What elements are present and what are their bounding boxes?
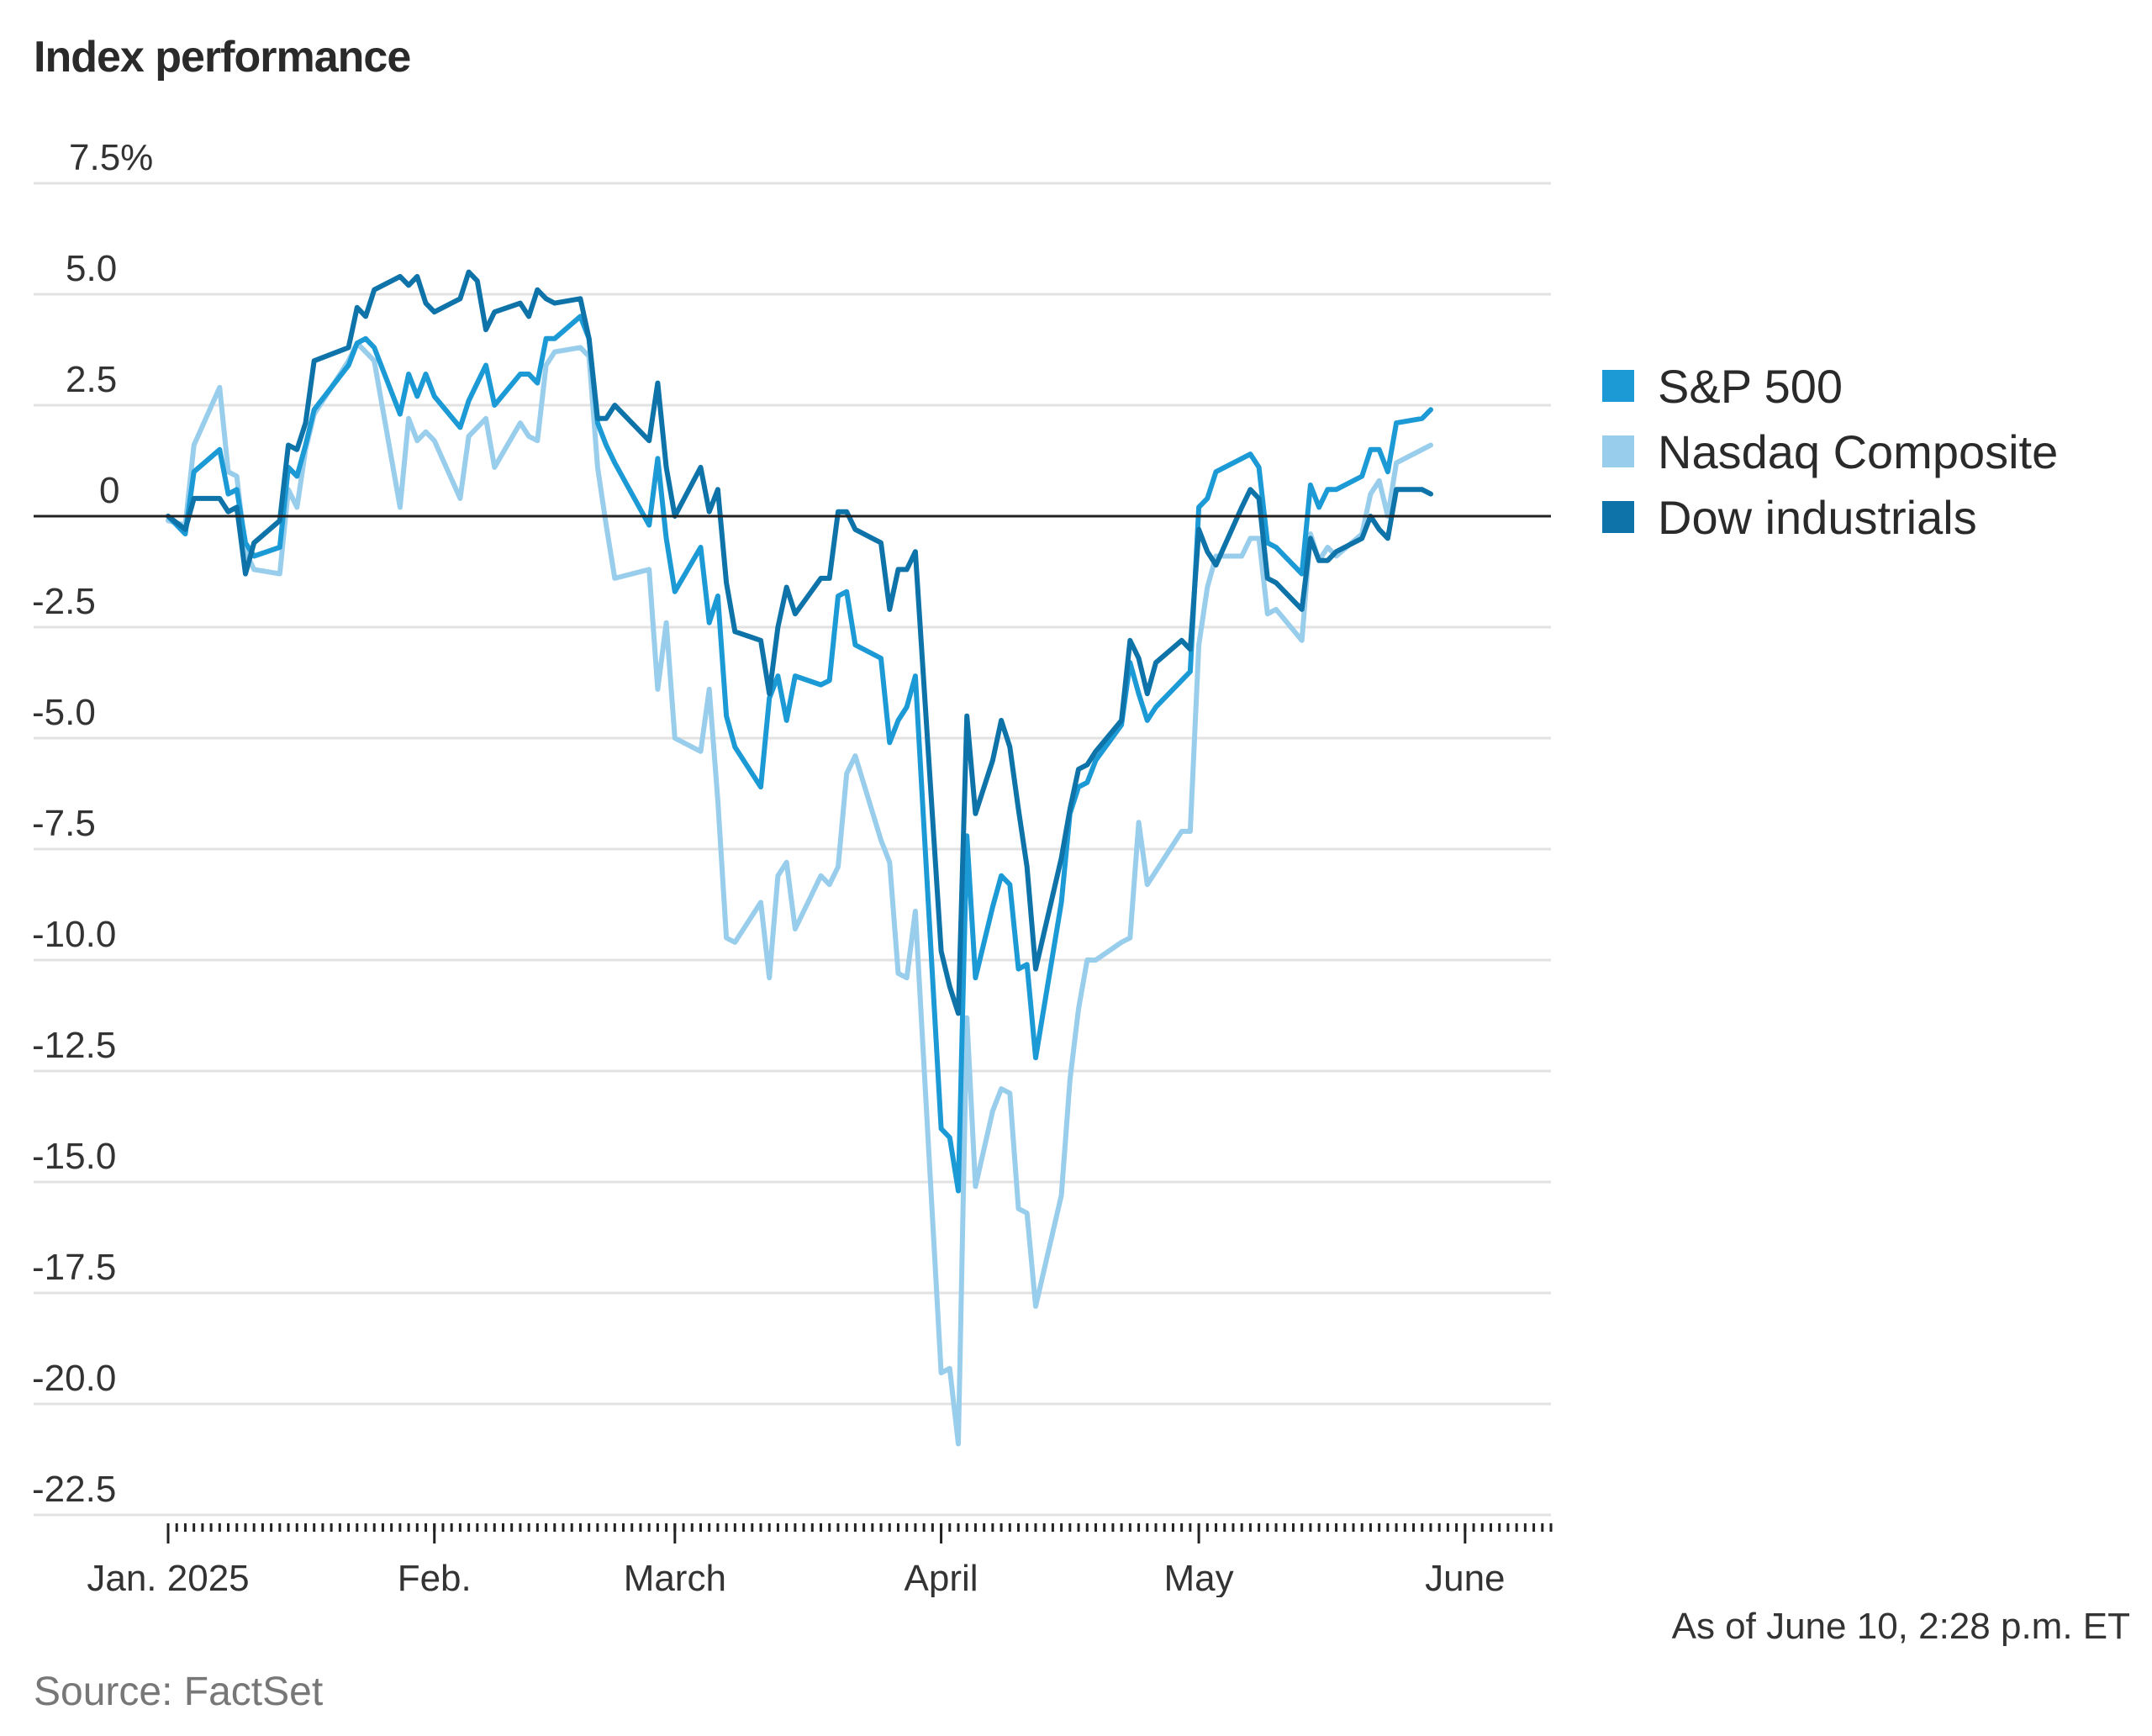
y-tick-label: 2.5 (66, 359, 117, 400)
legend-swatch-dow (1602, 501, 1634, 533)
series-line-dow-industrials (166, 269, 1433, 1016)
y-tick-label: -5.0 (32, 692, 96, 733)
y-tick-label: -17.5 (32, 1247, 116, 1288)
y-tick-label: -22.5 (32, 1469, 116, 1510)
series-line-s-p-500 (166, 314, 1433, 1194)
y-axis-labels: 7.5% 5.0 2.5 0 -2.5 -5.0 -7.5 -10.0 -12.5 -15.0 -1… (32, 137, 153, 1510)
x-tick-label: March (624, 1558, 726, 1597)
gridlines (34, 182, 1551, 1517)
legend-label-nasdaq: Nasdaq Composite (1658, 425, 2059, 478)
series-lines (34, 269, 1551, 1447)
y-tick-label: -7.5 (32, 803, 96, 844)
source-note: Source: FactSet (34, 1670, 324, 1714)
y-tick-label: 5.0 (66, 248, 117, 289)
x-tick-label: April (905, 1558, 978, 1597)
chart-title: Index performance (34, 33, 411, 82)
legend-label-sp500: S&P 500 (1658, 359, 1843, 413)
legend-swatch-nasdaq (1602, 435, 1634, 467)
legend: S&P 500 Nasdaq Composite Dow industrials (1602, 353, 2058, 550)
legend-item-sp500: S&P 500 (1602, 353, 2058, 419)
legend-swatch-sp500 (1602, 370, 1634, 402)
legend-label-dow: Dow industrials (1658, 490, 1977, 544)
y-tick-label: -10.0 (32, 914, 116, 955)
y-tick-label: -2.5 (32, 581, 96, 622)
x-tick-label: June (1425, 1558, 1505, 1597)
legend-item-dow: Dow industrials (1602, 484, 2058, 550)
y-tick-label: -20.0 (32, 1358, 116, 1399)
line-chart: 7.5% 5.0 2.5 0 -2.5 -5.0 -7.5 -10.0 -12.5 -15.0 -1… (32, 137, 1553, 1597)
as-of-timestamp: As of June 10, 2:28 p.m. ET (1671, 1606, 2130, 1647)
x-tick-label: Jan. 2025 (87, 1558, 249, 1597)
x-axis: Jan. 2025 Feb. March April May June (87, 1523, 1553, 1597)
y-tick-label: 7.5% (69, 137, 153, 178)
y-tick-label: 0 (99, 470, 119, 511)
x-tick-label: Feb. (398, 1558, 472, 1597)
y-tick-label: -12.5 (32, 1025, 116, 1066)
legend-item-nasdaq: Nasdaq Composite (1602, 419, 2058, 484)
y-tick-label: -15.0 (32, 1136, 116, 1177)
x-tick-label: May (1164, 1558, 1234, 1597)
